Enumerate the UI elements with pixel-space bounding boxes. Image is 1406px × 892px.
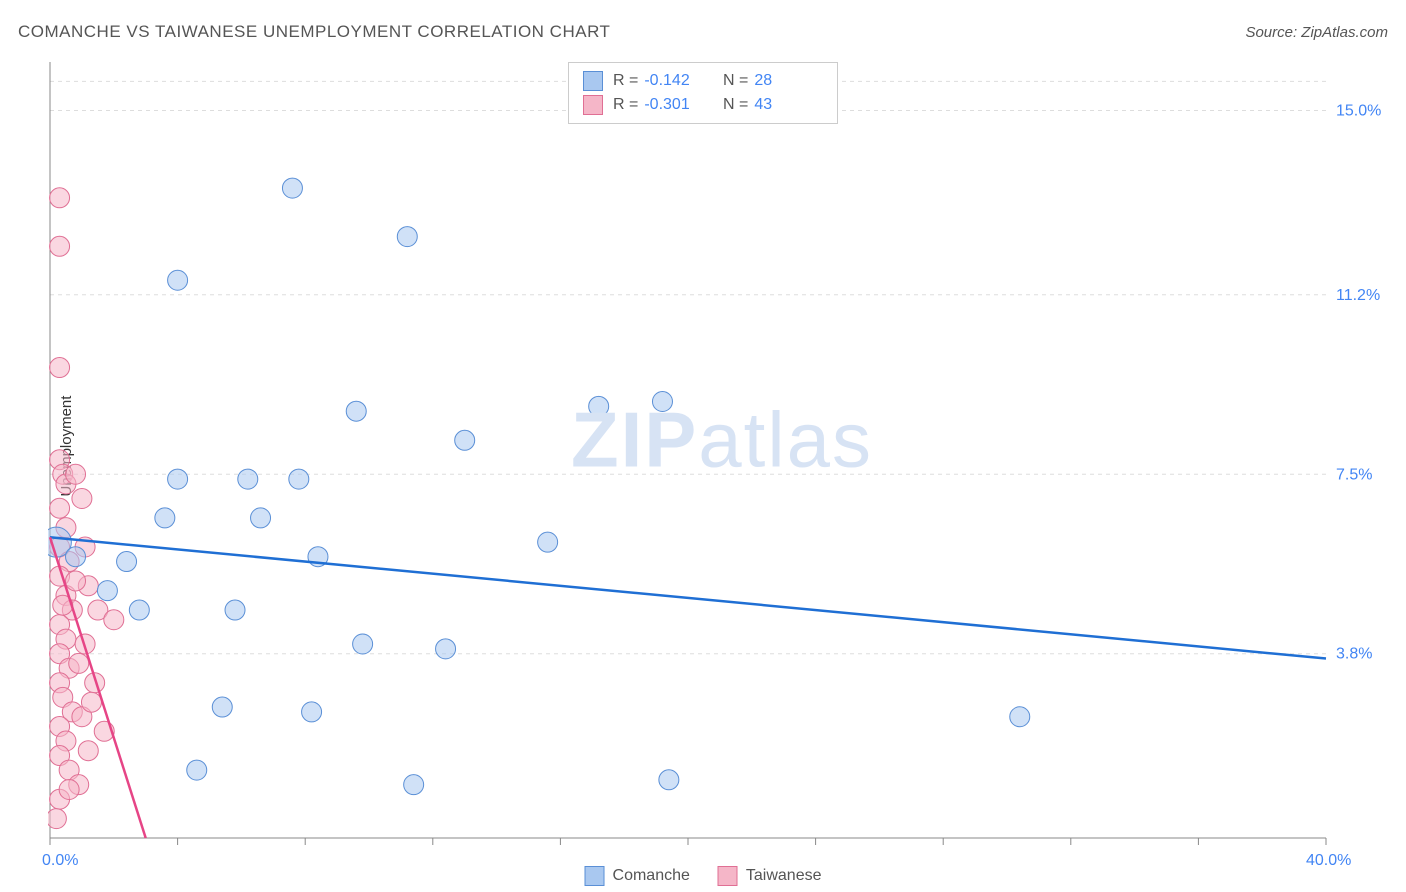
r-value-taiwanese: -0.301 xyxy=(644,96,689,114)
legend-label-comanche: Comanche xyxy=(613,867,690,885)
r-label: R = xyxy=(613,96,638,114)
r-stat-taiwanese: R = -0.301 xyxy=(613,96,713,114)
swatch-comanche-icon xyxy=(585,866,605,886)
svg-text:11.2%: 11.2% xyxy=(1336,287,1380,304)
svg-text:7.5%: 7.5% xyxy=(1336,466,1372,483)
n-value-comanche: 28 xyxy=(754,72,772,90)
legend-row-comanche: R = -0.142 N = 28 xyxy=(583,69,823,93)
chart-title: COMANCHE VS TAIWANESE UNEMPLOYMENT CORRE… xyxy=(18,22,610,42)
correlation-legend: R = -0.142 N = 28 R = -0.301 N = 43 xyxy=(568,62,838,124)
n-value-taiwanese: 43 xyxy=(754,96,772,114)
x-axis-max-label: 40.0% xyxy=(1306,852,1351,870)
x-axis-min-label: 0.0% xyxy=(42,852,78,870)
svg-text:3.8%: 3.8% xyxy=(1336,646,1372,663)
chart-area: ZIPatlas 3.8%7.5%11.2%15.0% xyxy=(48,56,1396,856)
legend-item-comanche: Comanche xyxy=(585,866,690,886)
n-stat-comanche: N = 28 xyxy=(723,72,823,90)
legend-label-taiwanese: Taiwanese xyxy=(746,867,822,885)
legend-item-taiwanese: Taiwanese xyxy=(718,866,822,886)
chart-header: COMANCHE VS TAIWANESE UNEMPLOYMENT CORRE… xyxy=(18,22,1388,42)
n-label: N = xyxy=(723,96,748,114)
swatch-comanche xyxy=(583,71,603,91)
swatch-taiwanese-icon xyxy=(718,866,738,886)
scatter-plot: 3.8% 7.5% 11.2% 15.0% xyxy=(48,56,1396,856)
r-label: R = xyxy=(613,72,638,90)
n-label: N = xyxy=(723,72,748,90)
legend-row-taiwanese: R = -0.301 N = 43 xyxy=(583,93,823,117)
series-legend: Comanche Taiwanese xyxy=(585,866,822,886)
r-stat-comanche: R = -0.142 xyxy=(613,72,713,90)
source-attribution: Source: ZipAtlas.com xyxy=(1245,24,1388,41)
n-stat-taiwanese: N = 43 xyxy=(723,96,823,114)
svg-text:15.0%: 15.0% xyxy=(1336,103,1381,120)
swatch-taiwanese xyxy=(583,95,603,115)
r-value-comanche: -0.142 xyxy=(644,72,689,90)
